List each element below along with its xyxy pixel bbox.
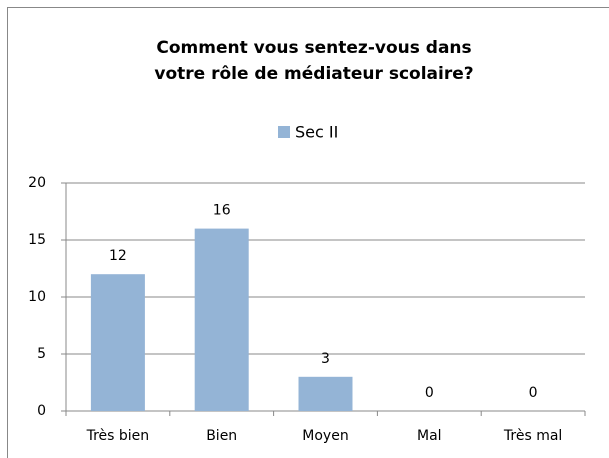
x-tick-label: Moyen xyxy=(302,428,348,444)
data-label: 3 xyxy=(321,351,330,367)
data-label: 12 xyxy=(109,248,127,264)
y-tick-label: 5 xyxy=(37,346,46,362)
data-label: 0 xyxy=(529,385,538,401)
y-tick-label: 0 xyxy=(37,403,46,419)
bar xyxy=(298,376,353,411)
legend-label: Sec II xyxy=(295,123,338,142)
legend-swatch xyxy=(278,126,290,138)
data-label: 0 xyxy=(425,385,434,401)
bar xyxy=(194,228,249,411)
chart-title: votre rôle de médiateur scolaire? xyxy=(154,64,473,84)
y-tick-label: 20 xyxy=(28,175,46,191)
x-tick-label: Bien xyxy=(206,428,237,444)
x-tick-label: Très mal xyxy=(503,428,562,444)
y-tick-label: 15 xyxy=(28,232,46,248)
chart-title: Comment vous sentez-vous dans xyxy=(156,38,471,58)
x-tick-label: Très bien xyxy=(86,428,150,444)
bar xyxy=(90,274,145,411)
data-label: 16 xyxy=(213,203,231,219)
x-tick-label: Mal xyxy=(417,428,442,444)
y-tick-label: 10 xyxy=(28,289,46,305)
